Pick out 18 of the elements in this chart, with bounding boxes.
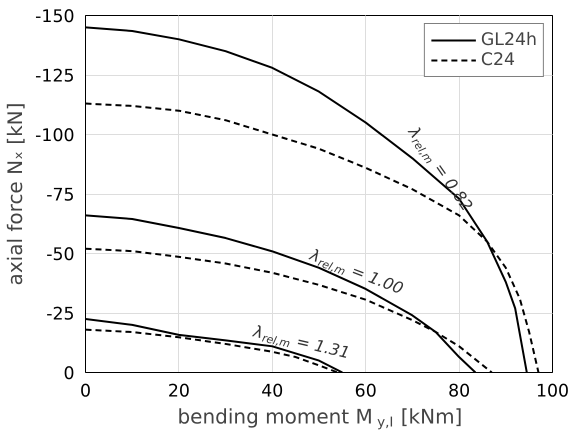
y-tick-label: -75: [46, 186, 75, 206]
x-tick-label: 40: [261, 382, 284, 402]
legend-label: C24: [480, 50, 516, 70]
y-tick-label: -25: [46, 304, 75, 324]
y-tick-label: -100: [35, 126, 74, 146]
y-tick-label: -50: [46, 245, 75, 265]
x-tick-label: 20: [168, 382, 190, 402]
y-tick-label: -150: [35, 7, 74, 27]
x-tick-label: 80: [448, 382, 470, 402]
annotation: λrel,m = 1.00: [306, 244, 406, 298]
annotation: λrel,m = 1.31: [250, 321, 352, 362]
y-axis-title: axial force Nₓ [kN]: [3, 102, 28, 286]
x-tick-label: 100: [536, 382, 570, 402]
legend-label: GL24h: [480, 30, 537, 50]
y-tick-label: 0: [63, 364, 75, 384]
x-tick-label: 60: [354, 382, 377, 402]
y-tick-label: -125: [35, 66, 74, 86]
x-tick-label: 0: [80, 382, 92, 402]
